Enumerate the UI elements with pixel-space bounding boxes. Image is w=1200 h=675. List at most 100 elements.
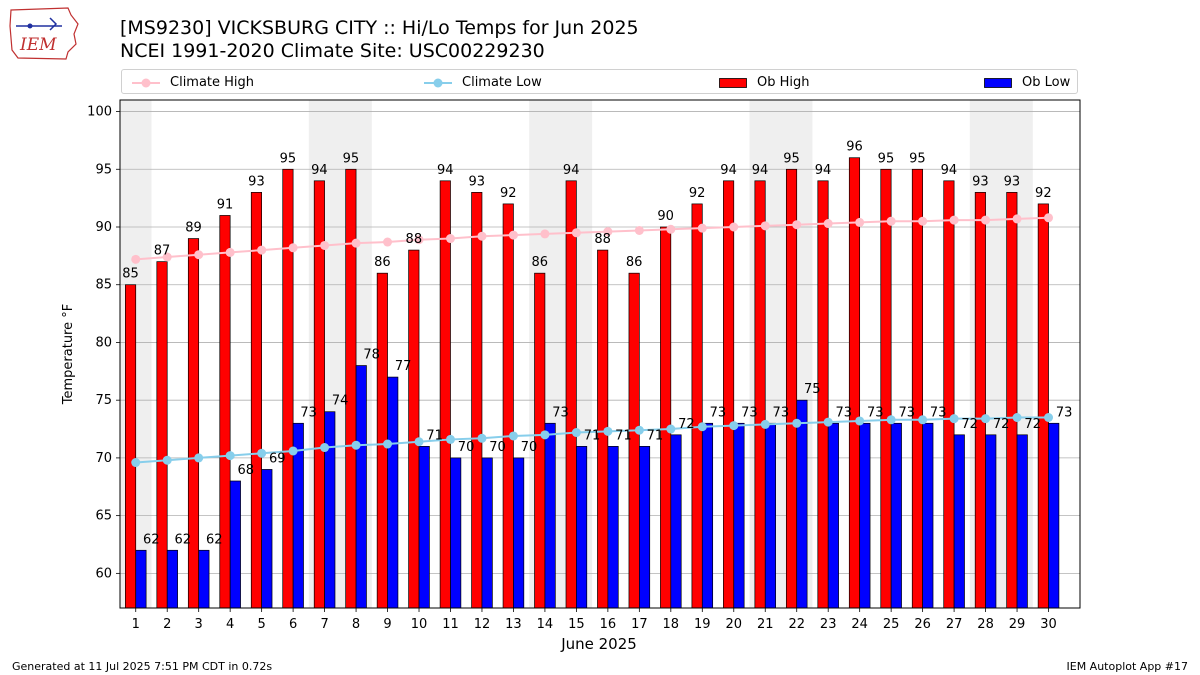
ob-high-bar (660, 226, 672, 609)
climate-low-line (135, 416, 1049, 464)
climate-low-point (949, 414, 959, 424)
ob-high-value-label: 96 (846, 140, 863, 155)
climate-low-point (603, 426, 613, 436)
ob-low-bar (387, 376, 399, 609)
x-tick-label: 13 (505, 617, 522, 632)
climate-high-point (666, 224, 676, 234)
ob-high-bar (911, 168, 923, 609)
ob-high-value-label: 93 (972, 174, 989, 189)
climate-high-point (1044, 213, 1054, 223)
climate-low-point (571, 428, 581, 438)
climate-low-point (257, 448, 267, 458)
x-tick-label: 21 (757, 617, 774, 632)
ob-low-bar (229, 480, 241, 609)
climate-low-point (131, 458, 141, 468)
ob-low-bar (701, 422, 714, 609)
ob-high-bar (282, 168, 294, 609)
legend-label-ob-high: Ob High (757, 75, 810, 90)
x-tick-label: 26 (914, 617, 931, 632)
climate-low-point (225, 451, 235, 461)
climate-low-point (981, 414, 991, 424)
ob-high-value-label: 95 (343, 151, 360, 166)
x-tick-label: 3 (195, 617, 203, 632)
ob-low-bar (922, 422, 934, 609)
ob-high-bar (1037, 203, 1049, 609)
ob-low-bar (670, 434, 682, 609)
climate-low-point (886, 415, 896, 425)
ob-low-bar (576, 446, 588, 609)
ob-high-bar (943, 180, 955, 609)
x-tick-label: 12 (474, 617, 491, 632)
x-tick-label: 23 (820, 617, 837, 632)
ob-low-value-label: 72 (961, 417, 978, 432)
climate-high-point (603, 227, 613, 237)
legend-label-ob-low: Ob Low (1022, 75, 1071, 90)
ob-low-value-label: 69 (269, 451, 286, 466)
climate-high-point (571, 228, 581, 238)
ob-high-value-label: 90 (657, 209, 674, 224)
climate-high-point (981, 215, 991, 225)
x-tick-label: 28 (977, 617, 994, 632)
climate-high-point (162, 252, 172, 262)
climate-high-point (540, 229, 550, 239)
ob-low-value-label: 73 (552, 405, 569, 420)
climate-low-point (351, 440, 361, 450)
x-tick-label: 8 (352, 617, 360, 632)
ob-low-value-label: 71 (426, 428, 443, 443)
ob-high-bar (156, 261, 168, 609)
climate-low-point (729, 421, 739, 431)
ob-low-bar (638, 446, 651, 609)
y-tick-label: 95 (95, 162, 112, 177)
ob-high-bar (754, 180, 766, 609)
ob-low-value-label: 73 (930, 405, 947, 420)
x-tick-label: 5 (257, 617, 265, 632)
x-tick-label: 15 (568, 617, 585, 632)
chart-title: [MS9230] VICKSBURG CITY :: Hi/Lo Temps f… (120, 17, 639, 39)
ob-low-bar (513, 457, 525, 609)
x-tick-label: 29 (1009, 617, 1026, 632)
climate-low-point (445, 434, 455, 444)
ob-high-value-label: 93 (469, 174, 486, 189)
ob-low-value-label: 62 (206, 532, 223, 547)
logo-text: IEM (19, 35, 57, 55)
climate-low-point (194, 453, 204, 463)
ob-low-value-label: 73 (867, 405, 884, 420)
x-tick-label: 30 (1040, 617, 1057, 632)
app-id: IEM Autoplot App #17 (1066, 660, 1189, 673)
ob-high-value-label: 94 (563, 163, 580, 178)
climate-high-point (351, 238, 361, 248)
climate-low-point (666, 424, 676, 434)
ob-low-value-label: 62 (143, 532, 160, 547)
x-tick-label: 4 (226, 617, 234, 632)
generated-timestamp: Generated at 11 Jul 2025 7:51 PM CDT in … (12, 660, 273, 673)
ob-low-value-label: 71 (647, 428, 664, 443)
climate-high-point (414, 235, 424, 245)
climate-high-point (886, 216, 896, 226)
ob-high-value-label: 95 (909, 151, 926, 166)
legend-label-climate-high: Climate High (170, 75, 255, 90)
ob-low-bar (796, 399, 808, 609)
ob-high-value-label: 94 (752, 163, 769, 178)
ob-high-value-label: 86 (626, 255, 643, 270)
y-tick-label: 100 (87, 105, 112, 120)
climate-high-point (697, 223, 707, 233)
plot-frame (119, 99, 1081, 609)
climate-low-point (477, 433, 487, 443)
climate-high-point (477, 231, 487, 241)
x-tick-label: 16 (600, 617, 617, 632)
legend-item-climate-high: Climate High (132, 70, 254, 95)
ob-low-bar (985, 434, 997, 609)
ob-high-value-label: 94 (815, 163, 832, 178)
ob-high-value-label: 88 (594, 232, 611, 247)
x-tick-label: 7 (320, 617, 328, 632)
ob-low-value-label: 70 (458, 440, 475, 455)
climate-low-point (823, 417, 833, 427)
climate-low-point (918, 415, 928, 425)
climate-high-point (383, 237, 393, 247)
y-tick-label: 75 (95, 393, 112, 408)
climate-low-point (1012, 413, 1022, 422)
climate-high-point (288, 243, 298, 253)
climate-high-point (949, 215, 959, 225)
climate-low-point (383, 439, 393, 449)
x-tick-label: 2 (163, 617, 171, 632)
